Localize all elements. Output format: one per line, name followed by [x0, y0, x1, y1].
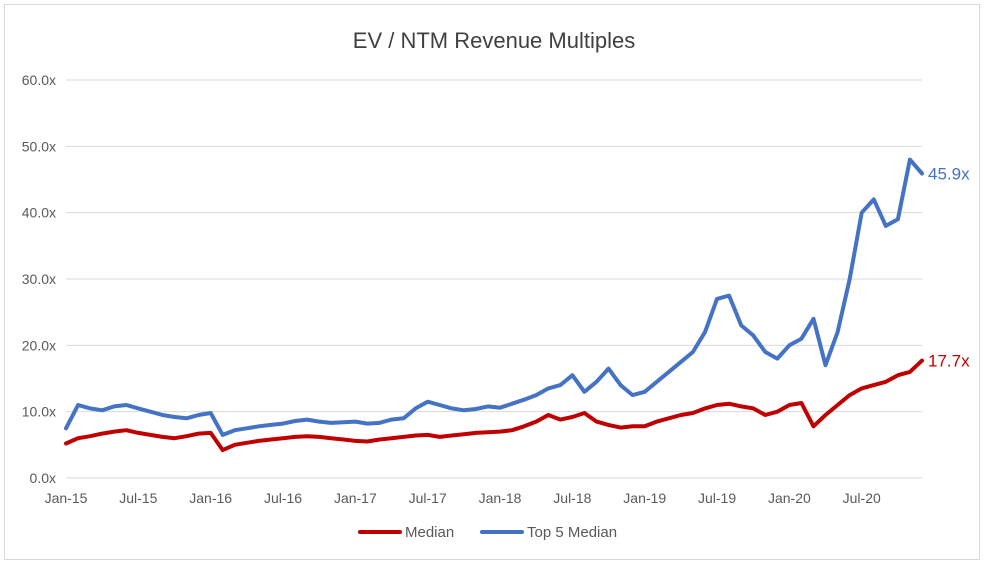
series-lines — [64, 157, 924, 453]
x-tick-label: Jul-18 — [553, 490, 591, 506]
chart-frame — [4, 4, 980, 560]
x-axis-ticks: Jan-15 Jul-15 Jan-16 Jul-16 Jan-17 Jul-17 Jan-… — [45, 490, 881, 506]
y-tick-label: 50.0x — [22, 138, 56, 154]
y-tick-label: 60.0x — [22, 72, 56, 88]
x-tick-label: Jul-16 — [264, 490, 302, 506]
series-line-1 — [64, 157, 924, 437]
x-tick-label: Jul-17 — [409, 490, 447, 506]
x-tick-label: Jan-20 — [768, 490, 811, 506]
x-tick-label: Jan-16 — [189, 490, 232, 506]
y-tick-label: 0.0x — [30, 470, 56, 486]
y-tick-label: 30.0x — [22, 271, 56, 287]
x-tick-label: Jul-15 — [119, 490, 157, 506]
x-tick-label: Jan-15 — [45, 490, 88, 506]
y-tick-label: 20.0x — [22, 337, 56, 353]
legend-entry: Top 5 Median — [527, 524, 617, 541]
legend-entry: Median — [405, 524, 454, 541]
y-axis-ticks: 0.0x 10.0x 20.0x 30.0x 40.0x 50.0x 60.0x — [22, 72, 56, 486]
x-tick-label: Jul-19 — [698, 490, 736, 506]
x-tick-label: Jan-19 — [623, 490, 666, 506]
y-tick-label: 40.0x — [22, 205, 56, 221]
end-value-label: 17.7x — [928, 352, 970, 371]
series-line-0 — [64, 358, 924, 453]
end-value-label: 45.9x — [928, 165, 970, 184]
x-tick-label: Jan-17 — [334, 490, 377, 506]
x-tick-label: Jul-20 — [843, 490, 881, 506]
gridlines — [66, 79, 922, 479]
legend: Median Top 5 Median — [358, 524, 617, 541]
x-tick-label: Jan-18 — [479, 490, 522, 506]
end-labels: 17.7x 45.9x — [928, 165, 970, 371]
y-tick-label: 10.0x — [22, 404, 56, 420]
chart-title: EV / NTM Revenue Multiples — [353, 28, 635, 53]
